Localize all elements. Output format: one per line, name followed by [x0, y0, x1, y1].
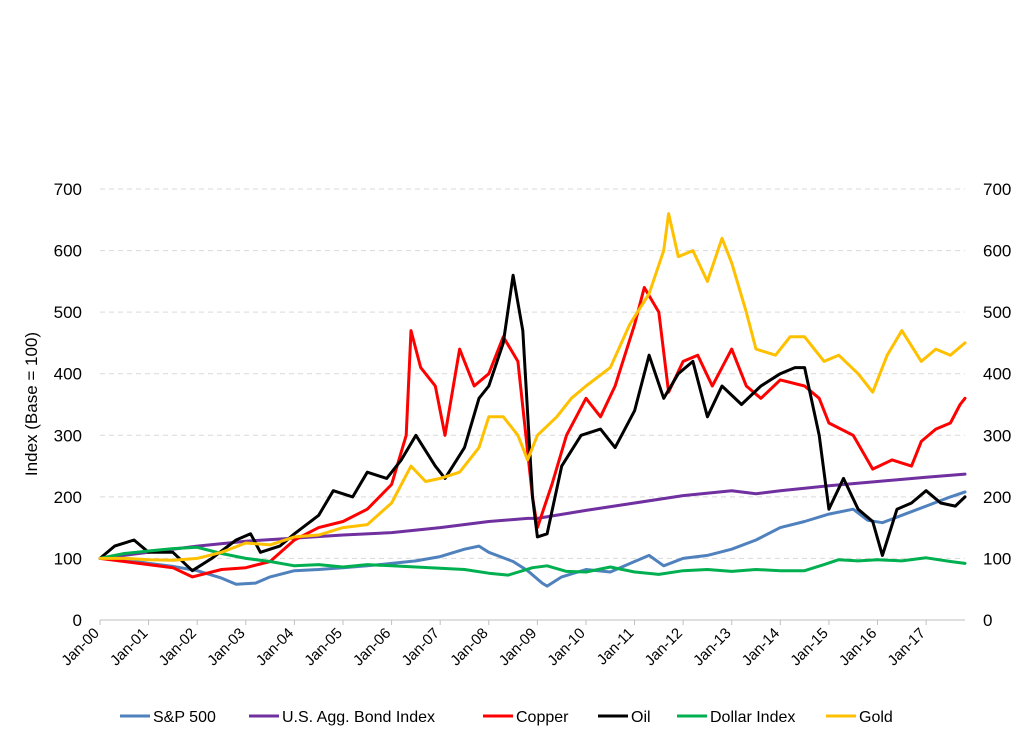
- legend-label-s-p-500: S&P 500: [153, 709, 216, 726]
- x-tick-label: Jan-02: [156, 625, 200, 669]
- y-tick-label-left: 500: [54, 303, 82, 322]
- y-tick-label-left: 400: [54, 365, 82, 384]
- x-tick-label: Jan-09: [496, 625, 540, 669]
- legend-label-u-s-agg-bond-index: U.S. Agg. Bond Index: [282, 709, 435, 726]
- gridlines: [100, 188, 965, 559]
- legend-label-oil: Oil: [631, 709, 651, 726]
- legend-label-dollar-index: Dollar Index: [710, 709, 795, 726]
- x-tick-label: Jan-11: [594, 625, 638, 669]
- x-tick-label: Jan-12: [642, 625, 686, 669]
- axes: 0 0 100 100 200 200 300 300 400 400 500 500 600 600 70…: [54, 180, 1012, 669]
- y-tick-label-left: 200: [54, 488, 82, 507]
- x-tick-label: Jan-17: [884, 625, 928, 669]
- y-tick-label-right: 500: [983, 303, 1011, 322]
- x-tick-label: Jan-10: [544, 625, 588, 669]
- x-tick-label: Jan-04: [253, 625, 297, 669]
- x-tick-label: Jan-08: [447, 625, 491, 669]
- legend-label-gold: Gold: [859, 709, 893, 726]
- series-line-gold: [98, 212, 967, 562]
- x-tick-label: Jan-14: [739, 625, 783, 669]
- series-line-copper: [98, 286, 967, 579]
- y-tick-label-left: 0: [73, 611, 82, 630]
- x-tick-label: Jan-01: [107, 625, 151, 669]
- y-tick-label-right: 400: [983, 365, 1011, 384]
- x-tick-label: Jan-13: [690, 625, 734, 669]
- y-tick-label-right: 600: [983, 242, 1011, 261]
- x-tick-label: Jan-05: [301, 625, 345, 669]
- legend-label-copper: Copper: [516, 709, 569, 726]
- x-tick-label: Jan-03: [204, 625, 248, 669]
- y-tick-label-left: 600: [54, 242, 82, 261]
- series-line-s-p-500: [98, 490, 967, 588]
- series-lines: [98, 212, 967, 588]
- series-line-oil: [98, 273, 967, 573]
- y-tick-label-right: 700: [983, 180, 1011, 199]
- y-tick-label-right: 100: [983, 549, 1011, 568]
- x-tick-label: Jan-15: [787, 625, 831, 669]
- x-tick-label: Jan-06: [350, 625, 394, 669]
- x-tick-label: Jan-07: [399, 625, 443, 669]
- y-tick-label-right: 0: [983, 611, 992, 630]
- y-axis-title: Index (Base = 100): [22, 332, 41, 476]
- y-tick-label-left: 700: [54, 180, 82, 199]
- x-tick-label: Jan-00: [58, 625, 102, 669]
- legend: S&P 500 U.S. Agg. Bond Index Copper Oil Doll…: [120, 709, 893, 726]
- y-tick-label-left: 100: [54, 549, 82, 568]
- y-tick-label-left: 300: [54, 426, 82, 445]
- y-tick-label-right: 200: [983, 488, 1011, 507]
- y-tick-label-right: 300: [983, 426, 1011, 445]
- x-tick-label: Jan-16: [836, 625, 880, 669]
- series-line-dollar-index: [98, 545, 967, 577]
